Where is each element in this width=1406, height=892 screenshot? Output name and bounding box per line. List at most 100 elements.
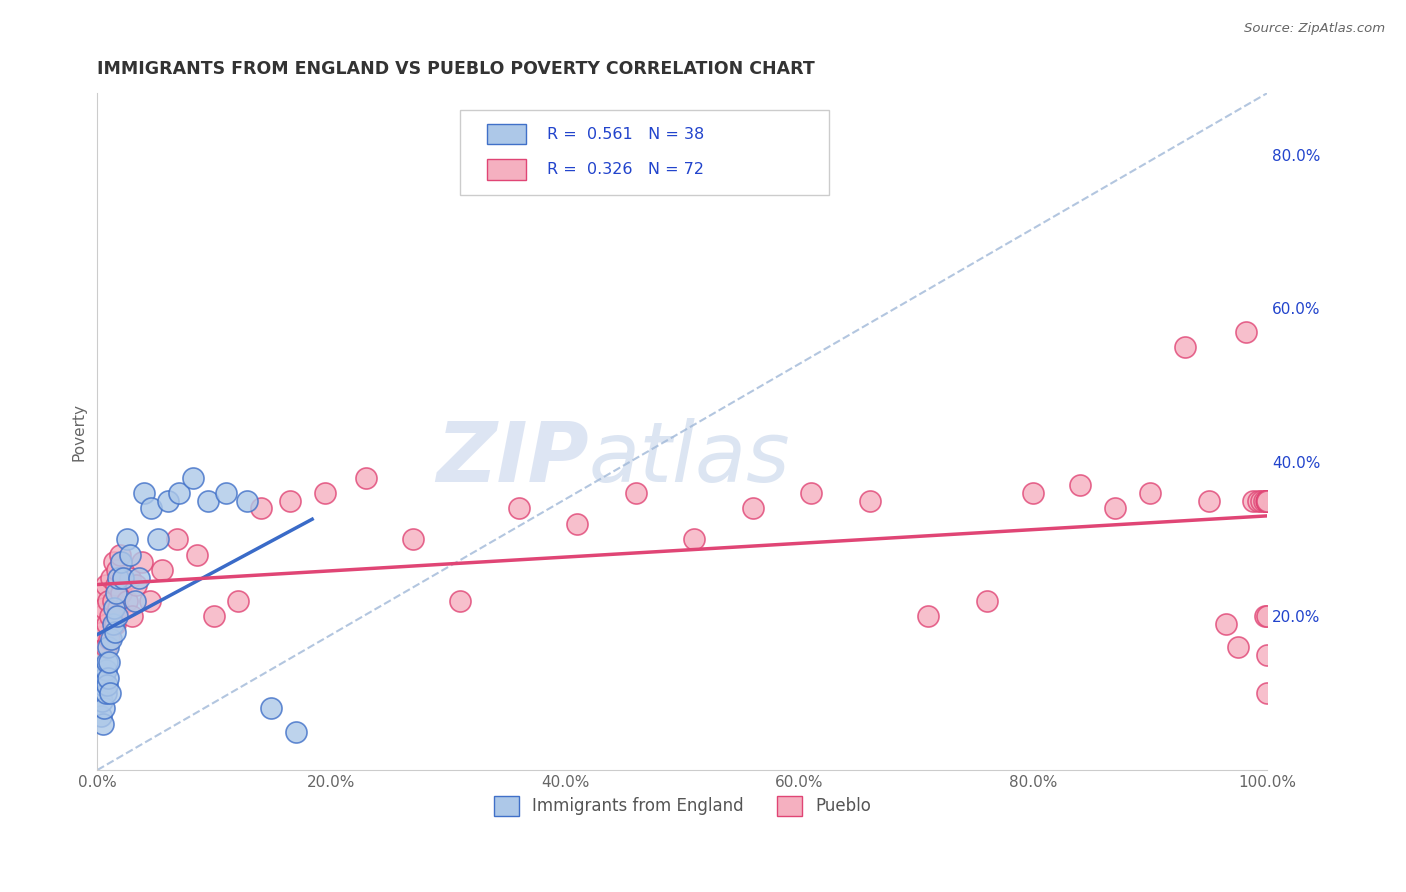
Point <box>1256 493 1278 508</box>
Point <box>110 555 132 569</box>
Point <box>181 471 204 485</box>
Point <box>96 678 118 692</box>
Point <box>1234 325 1257 339</box>
FancyBboxPatch shape <box>460 110 828 194</box>
Point <box>101 616 124 631</box>
Point <box>1247 493 1270 508</box>
Point <box>96 655 118 669</box>
Point <box>1069 478 1091 492</box>
Point <box>236 493 259 508</box>
Point <box>120 571 142 585</box>
Point <box>858 493 880 508</box>
Point <box>1104 501 1126 516</box>
Point <box>166 533 188 547</box>
Point <box>1256 648 1278 662</box>
Point <box>94 686 117 700</box>
Point <box>1241 493 1264 508</box>
Point <box>565 516 588 531</box>
Point <box>1139 486 1161 500</box>
Point <box>107 571 129 585</box>
Point <box>1256 493 1278 508</box>
Point <box>124 593 146 607</box>
Point <box>93 601 115 615</box>
Point <box>141 501 163 516</box>
Point <box>105 578 128 592</box>
Point <box>108 548 131 562</box>
Point <box>148 533 170 547</box>
Point <box>186 548 208 562</box>
Point <box>1256 493 1278 508</box>
Point <box>150 563 173 577</box>
Text: Source: ZipAtlas.com: Source: ZipAtlas.com <box>1244 22 1385 36</box>
Point <box>683 533 706 547</box>
Point <box>917 609 939 624</box>
Point <box>1022 486 1045 500</box>
Point <box>90 609 112 624</box>
Point <box>98 686 121 700</box>
Point <box>98 632 121 647</box>
Point <box>112 571 135 585</box>
Point <box>215 486 238 500</box>
Point <box>104 616 127 631</box>
FancyBboxPatch shape <box>486 124 526 145</box>
Point <box>156 493 179 508</box>
Point <box>97 593 120 607</box>
Point <box>139 593 162 607</box>
Point <box>103 601 125 615</box>
Point <box>449 593 471 607</box>
Point <box>91 624 114 639</box>
Point <box>167 486 190 500</box>
Point <box>94 578 117 592</box>
Point <box>128 571 150 585</box>
Point <box>105 586 128 600</box>
Point <box>98 609 121 624</box>
Point <box>101 593 124 607</box>
Point <box>1227 640 1250 654</box>
Y-axis label: Poverty: Poverty <box>72 402 86 460</box>
Point <box>402 533 425 547</box>
Point <box>1256 493 1278 508</box>
Point <box>1250 493 1272 508</box>
Text: IMMIGRANTS FROM ENGLAND VS PUEBLO POVERTY CORRELATION CHART: IMMIGRANTS FROM ENGLAND VS PUEBLO POVERT… <box>97 60 815 78</box>
Point <box>800 486 823 500</box>
Point <box>1174 340 1197 354</box>
Point <box>100 571 122 585</box>
Text: atlas: atlas <box>589 418 790 500</box>
FancyBboxPatch shape <box>486 159 526 179</box>
Point <box>202 609 225 624</box>
Point <box>91 694 114 708</box>
Point <box>120 548 142 562</box>
Point <box>103 555 125 569</box>
Point <box>94 663 117 677</box>
Point <box>259 701 281 715</box>
Point <box>90 709 112 723</box>
Point <box>976 593 998 607</box>
Point <box>97 671 120 685</box>
Point <box>104 624 127 639</box>
Point <box>115 593 138 607</box>
Point <box>100 632 122 647</box>
Legend: Immigrants from England, Pueblo: Immigrants from England, Pueblo <box>486 789 877 822</box>
Point <box>105 609 128 624</box>
Point <box>226 593 249 607</box>
Point <box>1253 493 1275 508</box>
Point <box>356 471 378 485</box>
Text: R =  0.326   N = 72: R = 0.326 N = 72 <box>547 161 703 177</box>
Point <box>112 571 135 585</box>
Point <box>93 701 115 715</box>
Point <box>285 724 308 739</box>
Text: R =  0.561   N = 38: R = 0.561 N = 38 <box>547 127 704 142</box>
Text: ZIP: ZIP <box>436 418 589 500</box>
Point <box>115 533 138 547</box>
Point <box>96 616 118 631</box>
Point <box>1215 616 1237 631</box>
Point <box>1256 493 1278 508</box>
Point <box>93 671 115 685</box>
Point <box>105 563 128 577</box>
Point <box>1198 493 1220 508</box>
Point <box>250 501 273 516</box>
Point <box>1254 609 1277 624</box>
Point <box>134 486 156 500</box>
Point <box>197 493 219 508</box>
Point <box>508 501 530 516</box>
